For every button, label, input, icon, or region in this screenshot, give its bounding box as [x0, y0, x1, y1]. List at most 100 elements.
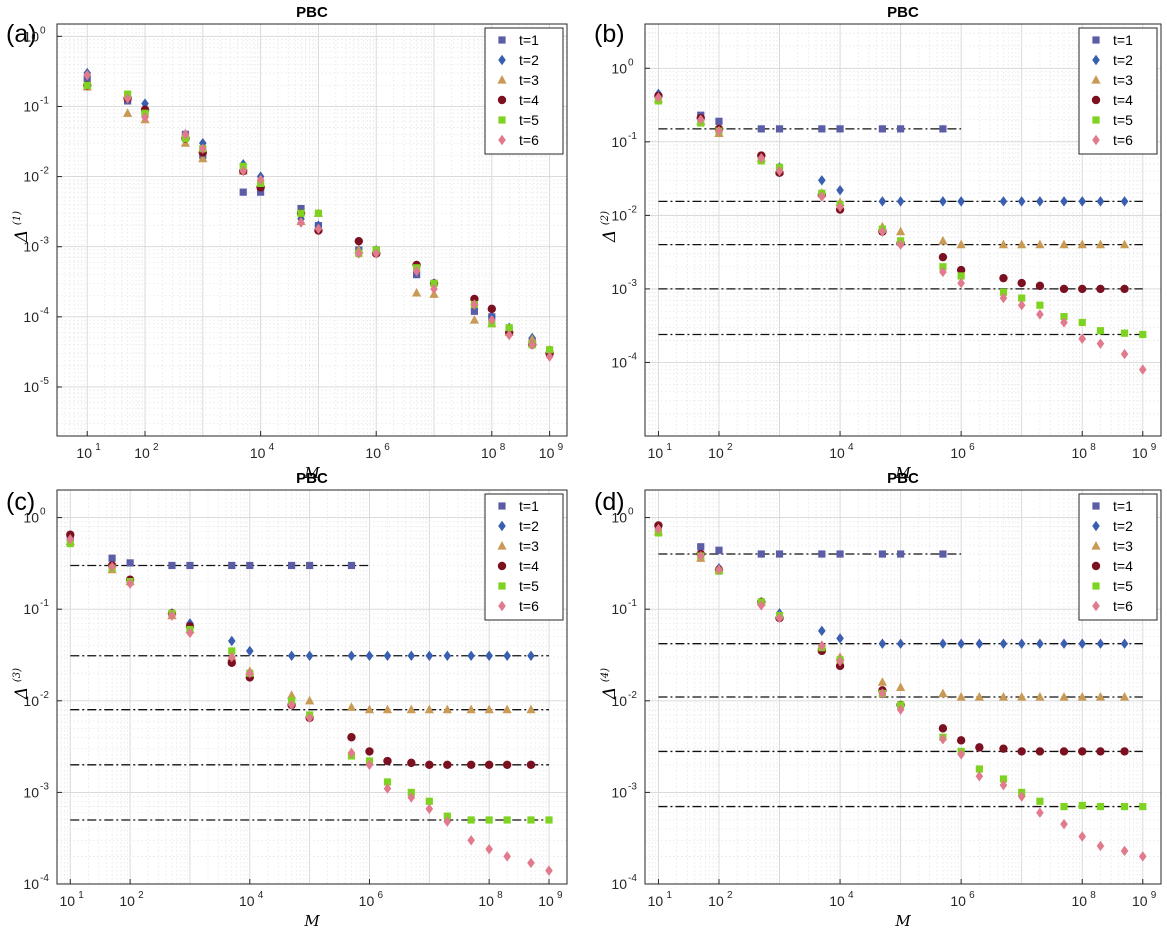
- data-point: [1017, 278, 1026, 288]
- legend-entry: t=2: [519, 52, 539, 68]
- data-point: [1035, 239, 1045, 249]
- data-point: [382, 704, 393, 714]
- legend-entry: t=2: [519, 518, 539, 534]
- y-tick-label: 10: [23, 309, 39, 325]
- legend-marker: [1092, 54, 1100, 66]
- y-tick-exponent: 0: [628, 507, 634, 518]
- legend-box: [484, 27, 564, 155]
- data-point: [430, 279, 438, 287]
- x-tick-exponent: 1: [95, 442, 101, 453]
- y-tick-label: 10: [23, 876, 39, 892]
- data-point: [239, 165, 248, 177]
- data-point: [896, 638, 905, 649]
- data-point: [466, 760, 476, 770]
- data-point: [775, 612, 784, 624]
- data-point: [1096, 338, 1105, 349]
- legend-marker: [1092, 116, 1100, 124]
- x-tick-label: 10: [478, 893, 494, 909]
- y-axis-label: Δ: [600, 230, 620, 243]
- data-point: [957, 277, 965, 289]
- data-point: [505, 324, 513, 332]
- data-point: [425, 650, 434, 661]
- data-point: [1017, 691, 1027, 701]
- data-point: [430, 283, 438, 295]
- x-tick-exponent: 4: [258, 890, 264, 901]
- data-point: [975, 765, 983, 773]
- y-tick-label: 10: [611, 354, 627, 370]
- data-point: [999, 744, 1008, 753]
- y-axis-label-superscript: (4): [600, 668, 611, 682]
- y-axis-label-group: Δ (4): [600, 668, 620, 700]
- legend-marker: [1092, 36, 1100, 44]
- data-point: [1017, 791, 1026, 802]
- x-tick-exponent: 8: [497, 890, 503, 901]
- x-tick-exponent: 4: [848, 890, 854, 901]
- data-point: [757, 152, 766, 164]
- data-point: [878, 550, 886, 558]
- chart-title: PBC: [887, 4, 919, 21]
- data-point: [696, 114, 705, 125]
- legend-entry: t=3: [1113, 538, 1133, 554]
- data-point: [938, 252, 948, 262]
- x-axis-label: M: [894, 912, 911, 930]
- data-point: [956, 691, 966, 701]
- legend-entry: t=5: [1113, 112, 1133, 128]
- x-tick-label: 10: [648, 893, 664, 909]
- data-point: [1120, 802, 1129, 811]
- data-point: [526, 704, 536, 714]
- data-point: [939, 196, 947, 207]
- chart-title: PBC: [887, 470, 919, 487]
- legend-marker: [498, 116, 506, 124]
- data-point: [956, 736, 966, 745]
- data-point: [896, 239, 905, 250]
- y-tick-label: 10: [23, 693, 39, 709]
- data-point: [466, 704, 476, 714]
- data-point: [245, 645, 254, 657]
- data-point: [503, 650, 511, 661]
- chart-panel-4: (d)10 1 10 2 10 4 10 6 10 8 10 910 -410 -310 -210 -110 0…: [594, 470, 1162, 930]
- chart-panel-2: (b)10 1 10 2 10 4 10 6 10 8 10 910 -410 -310 -210 -110 0…: [594, 4, 1162, 482]
- data-point: [836, 125, 844, 133]
- x-tick-exponent: 1: [666, 890, 672, 901]
- data-point: [836, 550, 844, 558]
- chart-panel-1: (a)10 1 10 2 10 4 10 6 10 8 10 910 -510 -410 -310 -210-…: [6, 4, 568, 482]
- x-axis-label: M: [894, 464, 911, 482]
- legend-marker: [1092, 502, 1100, 510]
- y-tick-label: 10: [23, 28, 39, 44]
- data-point: [1078, 318, 1086, 327]
- x-tick-label: 10: [708, 893, 724, 909]
- data-point: [355, 248, 363, 259]
- data-point: [346, 702, 357, 711]
- x-tick-label: 10: [119, 893, 135, 909]
- x-tick-label: 10: [365, 445, 381, 461]
- data-point: [123, 108, 133, 117]
- data-point: [228, 647, 236, 655]
- legend-entry: t=4: [519, 558, 539, 574]
- data-point: [715, 117, 723, 125]
- data-point: [406, 704, 416, 714]
- legend-entry: t=3: [1113, 72, 1133, 88]
- data-point: [1120, 747, 1129, 756]
- data-point: [1096, 747, 1105, 756]
- data-point: [442, 704, 452, 714]
- y-tick-exponent: -3: [40, 781, 49, 792]
- legend-box: [1078, 493, 1158, 621]
- data-point: [1059, 747, 1069, 756]
- data-point: [1036, 301, 1044, 309]
- data-point: [757, 550, 765, 558]
- data-point: [383, 650, 392, 661]
- data-point: [545, 865, 553, 876]
- legend-entry: t=3: [519, 72, 539, 88]
- data-point: [1059, 239, 1069, 249]
- data-point: [775, 165, 784, 177]
- data-point: [108, 554, 116, 562]
- x-tick-exponent: 2: [138, 890, 144, 901]
- y-tick-exponent: 0: [628, 57, 634, 68]
- y-tick-label: 10: [611, 207, 627, 223]
- data-point: [126, 578, 134, 589]
- legend-marker: [498, 582, 506, 590]
- y-tick-label: 10: [611, 134, 627, 150]
- x-tick-exponent: 1: [666, 442, 672, 453]
- data-point: [999, 273, 1008, 283]
- x-tick-exponent: 2: [153, 442, 159, 453]
